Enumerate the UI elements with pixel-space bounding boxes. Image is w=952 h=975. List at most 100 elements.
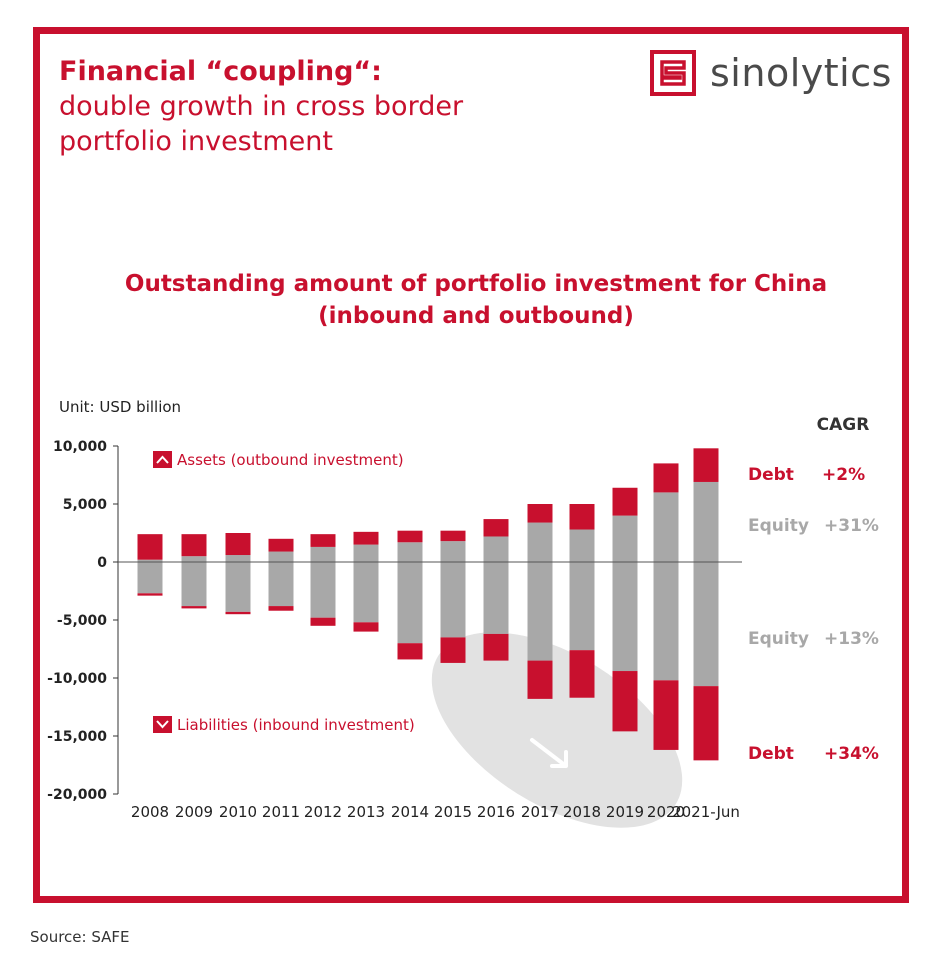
bar-liabilities-equity [612,562,638,672]
bar-assets-debt [440,530,466,542]
y-tick-label: 10,000 [53,439,107,455]
bar-liabilities-debt [527,660,553,699]
headline-line-2: double growth in cross border [59,91,464,122]
bar-liabilities-debt [440,637,466,663]
chart-title-line-1: Outstanding amount of portfolio investme… [124,271,828,297]
x-tick-label: 2016 [477,803,515,821]
brand-logo-icon [650,50,696,96]
bar-liabilities-debt [268,606,294,611]
legend-liabilities-label: Liabilities (inbound investment) [177,716,415,734]
legend-liabilities-swatch [153,716,172,733]
bar-assets-equity [653,492,679,562]
cagr-assets-equity-value: +31% [824,516,879,536]
arrow-down-right-icon [530,738,568,768]
brand-logo: sinolytics [650,50,892,96]
bar-assets-debt [181,534,207,557]
bar-assets-equity [483,536,509,562]
x-tick-label: 2020 [647,803,685,821]
bar-assets-debt [397,530,423,543]
unit-label: Unit: USD billion [59,398,182,416]
chevron-up-icon [156,455,169,464]
bar-liabilities-equity [440,562,466,638]
x-tick-label: 2014 [391,803,429,821]
x-tick-label: 2019 [606,803,644,821]
bar-liabilities-debt [693,686,719,761]
cagr-assets-equity-label: Equity [748,516,809,536]
bar-liabilities-equity [693,562,719,687]
highlight-ellipse [431,632,683,828]
bar-assets-equity [693,481,719,562]
bar-liabilities-equity [527,562,553,661]
frame-border [33,27,909,903]
bar-assets-debt [225,533,251,556]
legend-assets-swatch [153,451,172,468]
cagr-liabilities-equity-value: +13% [824,629,879,649]
bar-liabilities-debt [310,617,336,626]
bar-assets-debt [137,534,163,560]
bar-liabilities-equity [137,562,163,594]
source-note: Source: SAFE [30,928,130,946]
cagr-assets-debt-label: Debt [748,465,794,485]
headline-line-3: portfolio investment [59,126,333,157]
bar-liabilities-debt [653,680,679,750]
bar-assets-debt [310,534,336,547]
bar-assets-debt [569,504,595,530]
x-tick-label: 2017 [521,803,559,821]
bar-liabilities-equity [181,562,207,607]
cagr-header: CAGR [817,415,870,435]
x-tick-label: 2015 [434,803,472,821]
x-tick-label: 2012 [304,803,342,821]
bar-assets-equity [527,522,553,562]
bar-assets-equity [569,529,595,562]
bar-liabilities-equity [310,562,336,618]
x-tick-label: 2018 [563,803,601,821]
headline: Financial “coupling“: double growth in c… [59,54,463,159]
cagr-liabilities-debt-value: +34% [824,744,879,764]
bar-liabilities-equity [397,562,423,644]
x-tick-label: 2013 [347,803,385,821]
chart-title: Outstanding amount of portfolio investme… [0,268,952,332]
bar-liabilities-debt [612,671,638,732]
y-tick-label: -15,000 [47,729,107,745]
bar-assets-equity [268,551,294,562]
x-tick-label: 2010 [219,803,257,821]
bar-assets-debt [653,463,679,493]
bar-assets-equity [310,546,336,562]
chart-title-line-2: (inbound and outbound) [318,303,634,329]
bar-assets-equity [225,555,251,562]
bar-liabilities-debt [483,633,509,661]
bar-liabilities-equity [225,562,251,612]
bar-assets-debt [268,538,294,552]
headline-bold: Financial “coupling“: [59,56,382,87]
bar-liabilities-equity [268,562,294,607]
legend-assets-label: Assets (outbound investment) [177,451,404,469]
cagr-liabilities-debt-label: Debt [748,744,794,764]
bar-liabilities-debt [353,622,379,632]
bar-liabilities-debt [225,611,251,615]
bar-assets-equity [353,544,379,562]
bar-liabilities-equity [653,562,679,681]
bar-assets-equity [397,542,423,562]
bar-liabilities-debt [397,643,423,660]
bar-liabilities-debt [181,606,207,609]
y-tick-label: -10,000 [47,671,107,687]
bar-liabilities-debt [137,593,163,596]
bar-assets-debt [527,504,553,523]
bar-assets-debt [693,448,719,482]
bar-liabilities-equity [353,562,379,623]
cagr-liabilities-equity-label: Equity [748,629,809,649]
x-tick-label: 2009 [175,803,213,821]
bar-assets-equity [612,515,638,562]
bar-assets-equity [181,556,207,562]
bar-assets-equity [137,559,163,562]
bar-liabilities-equity [569,562,595,651]
bar-liabilities-debt [569,650,595,698]
x-tick-label: 2008 [131,803,169,821]
brand-name: sinolytics [710,51,892,95]
chevron-down-icon [156,720,169,729]
bar-assets-debt [612,487,638,516]
y-tick-label: -5,000 [57,613,107,629]
y-tick-label: -20,000 [47,787,107,803]
y-tick-label: 5,000 [63,497,108,513]
